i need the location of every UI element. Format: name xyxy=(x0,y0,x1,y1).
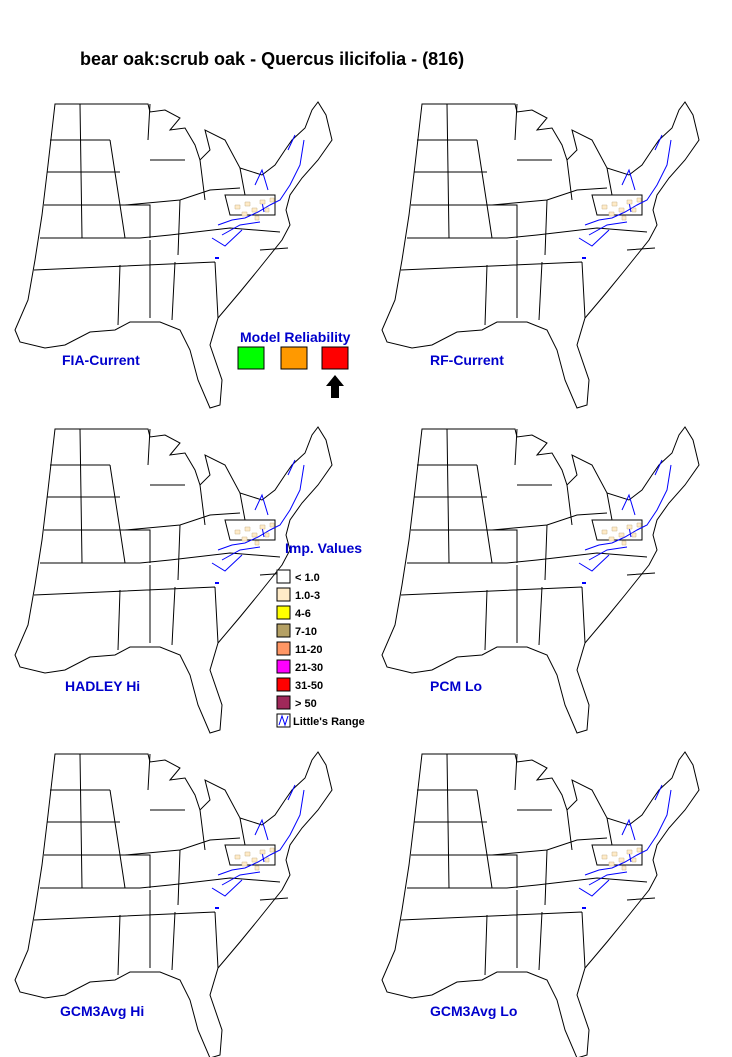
map-label: RF-Current xyxy=(430,352,504,368)
legend-swatch xyxy=(276,641,291,656)
legend-swatch xyxy=(276,605,291,620)
legend-swatch xyxy=(276,659,291,674)
imp-values-legend: Imp. Values < 1.0 1.0-3 4-6 7-10 11-20 21-30 3… xyxy=(276,540,365,728)
legend-label: 31-50 xyxy=(295,680,323,692)
selected-arrow xyxy=(326,375,344,398)
legend-label: 4-6 xyxy=(295,608,311,620)
map-label: FIA-Current xyxy=(62,352,140,368)
legend-label: < 1.0 xyxy=(295,572,320,584)
reliability-box xyxy=(321,346,349,370)
legend-swatch xyxy=(276,587,291,602)
map-label: GCM3Avg Hi xyxy=(60,1003,144,1019)
legend-label: > 50 xyxy=(295,698,317,710)
legend-label: 11-20 xyxy=(295,644,323,656)
legend-swatch xyxy=(276,569,291,584)
map-label: HADLEY Hi xyxy=(65,678,140,694)
legend-label: 1.0-3 xyxy=(295,590,320,602)
legend-swatch xyxy=(276,623,291,638)
map-label: GCM3Avg Lo xyxy=(430,1003,517,1019)
legend-label: 7-10 xyxy=(295,626,317,638)
title: bear oak:scrub oak - Quercus ilicifolia … xyxy=(80,49,464,69)
legend-swatch xyxy=(276,677,291,692)
legend-swatch xyxy=(276,695,291,710)
model-reliability: Model Reliability xyxy=(237,329,351,398)
legend-label: Little's Range xyxy=(293,716,365,728)
legend-label: 21-30 xyxy=(295,662,323,674)
reliability-box xyxy=(237,346,265,370)
imp-values-title: Imp. Values xyxy=(285,540,362,556)
range-symbol xyxy=(278,714,289,727)
reliability-box xyxy=(280,346,308,370)
model-reliability-title: Model Reliability xyxy=(240,329,351,345)
map-label: PCM Lo xyxy=(430,678,482,694)
map-panels: FIA-Current RF-Current HADLEY Hi PCM Lo GCM3… xyxy=(14,101,700,1057)
